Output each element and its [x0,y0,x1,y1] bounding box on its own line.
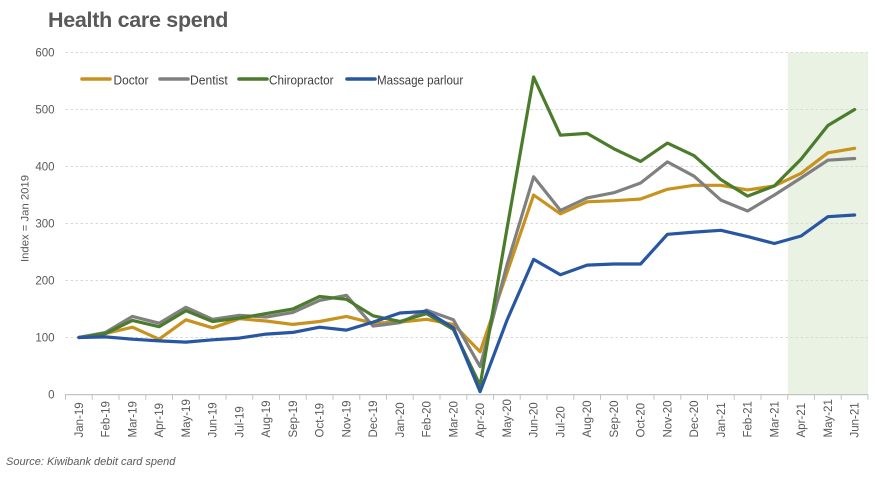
svg-text:600: 600 [35,48,54,60]
svg-text:Jun-21: Jun-21 [850,402,862,437]
svg-text:100: 100 [35,333,54,345]
svg-text:Apr-21: Apr-21 [796,403,808,438]
svg-text:Jan-19: Jan-19 [74,402,86,437]
svg-text:Feb-20: Feb-20 [422,401,434,437]
svg-text:Jan-20: Jan-20 [395,402,407,437]
svg-text:Oct-19: Oct-19 [315,403,327,438]
svg-text:Sep-19: Sep-19 [288,400,300,437]
svg-text:Mar-20: Mar-20 [448,401,460,437]
svg-text:Nov-19: Nov-19 [341,400,353,437]
svg-text:500: 500 [35,105,54,117]
svg-text:May-21: May-21 [823,399,835,437]
svg-text:0: 0 [48,390,54,402]
svg-text:Index = Jan 2019: Index = Jan 2019 [20,175,32,262]
svg-text:Oct-20: Oct-20 [636,403,648,438]
svg-text:Dec-19: Dec-19 [368,400,380,437]
svg-text:Dec-20: Dec-20 [689,400,701,437]
svg-text:Chiropractor: Chiropractor [269,73,334,88]
svg-text:Jan-21: Jan-21 [716,402,728,437]
svg-text:May-19: May-19 [181,399,193,437]
svg-text:Aug-19: Aug-19 [261,400,273,437]
svg-text:Jun-19: Jun-19 [208,402,220,437]
svg-text:Feb-19: Feb-19 [101,401,113,437]
svg-text:400: 400 [35,162,54,174]
svg-text:300: 300 [35,219,54,231]
svg-text:Jun-20: Jun-20 [529,402,541,437]
svg-text:Aug-20: Aug-20 [582,400,594,437]
svg-text:Massage parlour: Massage parlour [377,73,464,88]
svg-text:Mar-21: Mar-21 [769,401,781,437]
svg-text:Feb-21: Feb-21 [743,401,755,437]
svg-text:Doctor: Doctor [114,73,150,88]
svg-text:Apr-20: Apr-20 [475,403,487,438]
svg-text:Nov-20: Nov-20 [662,400,674,437]
svg-text:Sep-20: Sep-20 [609,400,621,437]
svg-text:Apr-19: Apr-19 [154,403,166,438]
svg-text:Mar-19: Mar-19 [127,401,139,437]
svg-text:May-20: May-20 [502,399,514,437]
svg-text:Jul-20: Jul-20 [555,406,567,437]
svg-text:Jul-19: Jul-19 [234,406,246,437]
svg-text:Dentist: Dentist [190,73,228,88]
svg-text:200: 200 [35,276,54,288]
